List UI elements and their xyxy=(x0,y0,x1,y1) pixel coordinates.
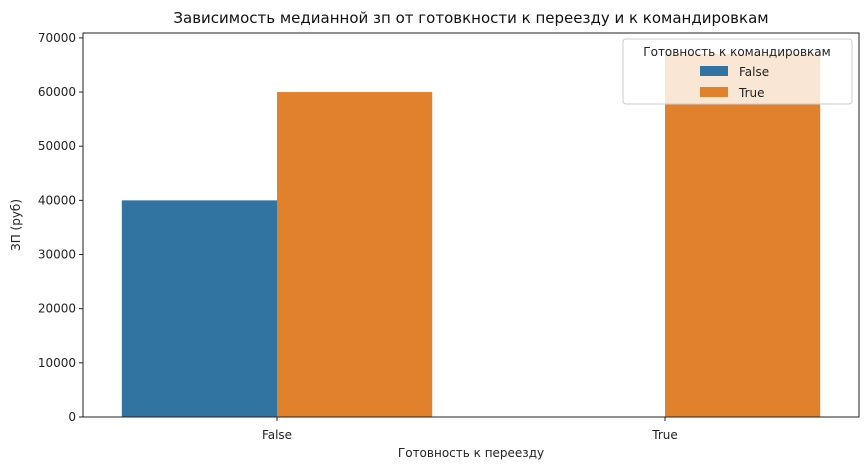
y-tick-label: 40000 xyxy=(38,193,76,207)
x-tick-label: True xyxy=(651,428,678,442)
bars xyxy=(121,54,821,418)
bar-true-true xyxy=(665,54,821,418)
legend-title: Готовность к командировкам xyxy=(643,45,830,59)
legend-label-false: False xyxy=(739,65,769,79)
y-tick-label: 30000 xyxy=(38,248,76,262)
y-axis-title: ЗП (руб) xyxy=(9,199,23,251)
legend-items: False True xyxy=(700,65,769,100)
plot-frame xyxy=(82,32,860,418)
bar-true-false xyxy=(277,92,433,417)
y-tick-label: 20000 xyxy=(38,302,76,316)
y-tick-label: 10000 xyxy=(38,356,76,370)
chart-title: Зависимость медианной зп от готовкности … xyxy=(173,9,768,27)
y-tick-label: 50000 xyxy=(38,139,76,153)
x-tick-label: False xyxy=(262,428,292,442)
x-axis-title: Готовность к переезду xyxy=(398,446,544,460)
bar-false-false xyxy=(121,200,277,417)
y-tick-label: 70000 xyxy=(38,31,76,45)
x-axis-ticks: False True xyxy=(262,417,678,442)
legend-label-true: True xyxy=(738,86,765,100)
y-tick-label: 60000 xyxy=(38,85,76,99)
legend: Готовность к командировкам False True xyxy=(622,38,853,105)
y-tick-label: 0 xyxy=(68,410,76,424)
y-axis-ticks: 0 10000 20000 30000 40000 50000 60000 70000 xyxy=(38,31,83,424)
legend-box xyxy=(622,38,853,105)
legend-swatch-false xyxy=(700,66,728,76)
legend-swatch-true xyxy=(700,87,728,97)
